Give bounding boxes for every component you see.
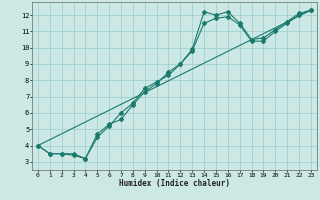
X-axis label: Humidex (Indice chaleur): Humidex (Indice chaleur) bbox=[119, 179, 230, 188]
